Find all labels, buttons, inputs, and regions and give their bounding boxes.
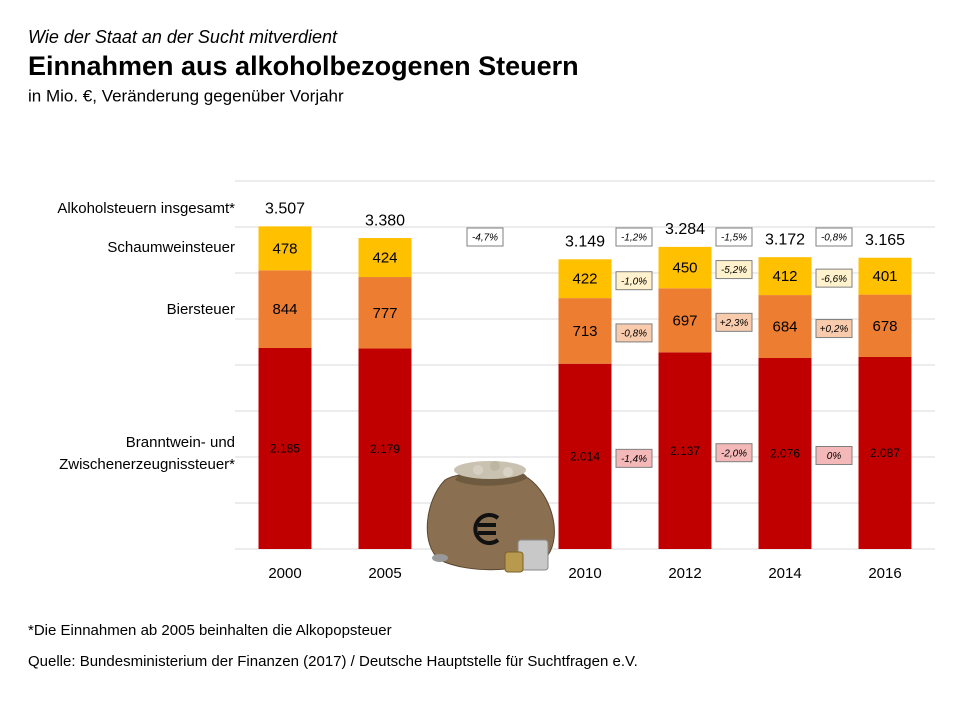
change-box bbox=[466, 227, 504, 247]
total-label: 3.380 bbox=[365, 212, 405, 229]
value-label: 2.087 bbox=[870, 446, 900, 460]
change-label: -1,4% bbox=[621, 454, 647, 465]
value-label: 478 bbox=[272, 240, 297, 257]
change-label: +0,2% bbox=[820, 324, 849, 335]
change-box bbox=[715, 312, 753, 332]
change-box bbox=[715, 227, 753, 247]
x-tick-label: 2012 bbox=[668, 565, 701, 582]
change-box bbox=[615, 271, 653, 291]
change-label: -0,8% bbox=[821, 233, 847, 244]
value-label: 422 bbox=[572, 271, 597, 288]
bar-segment bbox=[858, 257, 912, 295]
bar-segment bbox=[358, 238, 412, 278]
bar-segment bbox=[658, 352, 712, 549]
total-label: 3.165 bbox=[865, 232, 905, 249]
bar-segment bbox=[258, 226, 312, 271]
total-label: 3.284 bbox=[665, 221, 705, 238]
bar-segment bbox=[558, 363, 612, 549]
bar-segment bbox=[358, 348, 412, 549]
value-label: 2.185 bbox=[270, 442, 300, 456]
plot: 2000 2.185 844 478 3.507 2005 2.179 777 424 3.380… bbox=[57, 180, 935, 582]
change-box bbox=[815, 446, 853, 466]
change-label: -6,6% bbox=[821, 274, 847, 285]
value-label: 2.179 bbox=[370, 442, 400, 456]
change-box bbox=[615, 448, 653, 468]
bar-segment bbox=[758, 257, 812, 296]
bar-segment bbox=[658, 288, 712, 353]
bar-segment bbox=[858, 294, 912, 357]
row-label: Biersteuer bbox=[167, 301, 235, 318]
x-tick-label: 2000 bbox=[268, 565, 301, 582]
x-tick-label: 2016 bbox=[868, 565, 901, 582]
money-bag-icon bbox=[426, 461, 555, 573]
value-label: 697 bbox=[672, 312, 697, 329]
value-label: 678 bbox=[872, 318, 897, 335]
x-tick-label: 2014 bbox=[768, 565, 801, 582]
change-box bbox=[815, 227, 853, 247]
value-label: 401 bbox=[872, 268, 897, 285]
change-label: -4,7% bbox=[472, 233, 498, 244]
change-label: +2,3% bbox=[720, 318, 749, 329]
bar-segment bbox=[558, 298, 612, 364]
bar-segment bbox=[758, 358, 812, 549]
bar-segment bbox=[658, 246, 712, 289]
value-label: 844 bbox=[272, 301, 297, 318]
value-label: 2.014 bbox=[570, 450, 600, 464]
value-label: 2.137 bbox=[670, 444, 700, 458]
value-label: 684 bbox=[772, 319, 797, 336]
bar-segment bbox=[258, 347, 312, 549]
bar-segment bbox=[358, 277, 412, 349]
value-label: 424 bbox=[372, 250, 397, 267]
value-label: 713 bbox=[572, 323, 597, 340]
value-label: 450 bbox=[672, 260, 697, 277]
row-label: Schaumweinsteuer bbox=[107, 239, 235, 256]
change-box bbox=[715, 443, 753, 463]
change-box bbox=[815, 319, 853, 339]
subtitle: in Mio. €, Veränderung gegenüber Vorjahr bbox=[28, 86, 344, 105]
change-box bbox=[815, 268, 853, 288]
value-label: 777 bbox=[372, 305, 397, 322]
total-label: 3.507 bbox=[265, 201, 305, 218]
chart-title: Einnahmen aus alkoholbezogenen Steuern bbox=[28, 51, 579, 81]
change-label: -2,0% bbox=[721, 448, 747, 459]
change-label: -1,0% bbox=[621, 276, 647, 287]
value-label: 2.076 bbox=[770, 447, 800, 461]
change-box bbox=[715, 260, 753, 280]
change-label: -0,8% bbox=[621, 329, 647, 340]
total-label: 3.149 bbox=[565, 234, 605, 251]
source: Quelle: Bundesministerium der Finanzen (… bbox=[28, 653, 638, 670]
row-label: Branntwein- und bbox=[126, 434, 235, 451]
x-tick-label: 2010 bbox=[568, 565, 601, 582]
x-tick-label: 2005 bbox=[368, 565, 401, 582]
row-label: Zwischenerzeugnissteuer* bbox=[59, 456, 235, 473]
change-box bbox=[615, 227, 653, 247]
change-label: 0% bbox=[827, 451, 842, 462]
footnote: *Die Einnahmen ab 2005 beinhalten die Al… bbox=[28, 622, 392, 639]
kicker: Wie der Staat an der Sucht mitverdient bbox=[28, 27, 338, 47]
bar-segment bbox=[858, 356, 912, 549]
change-box bbox=[615, 323, 653, 343]
change-label: -5,2% bbox=[721, 265, 747, 276]
value-label: 412 bbox=[772, 268, 797, 285]
change-label: -1,2% bbox=[621, 233, 647, 244]
bar-segment bbox=[558, 259, 612, 299]
bar-segment bbox=[758, 295, 812, 359]
change-label: -1,5% bbox=[721, 233, 747, 244]
row-label: Alkoholsteuern insgesamt* bbox=[57, 200, 235, 217]
total-label: 3.172 bbox=[765, 231, 805, 248]
bar-segment bbox=[258, 270, 312, 348]
